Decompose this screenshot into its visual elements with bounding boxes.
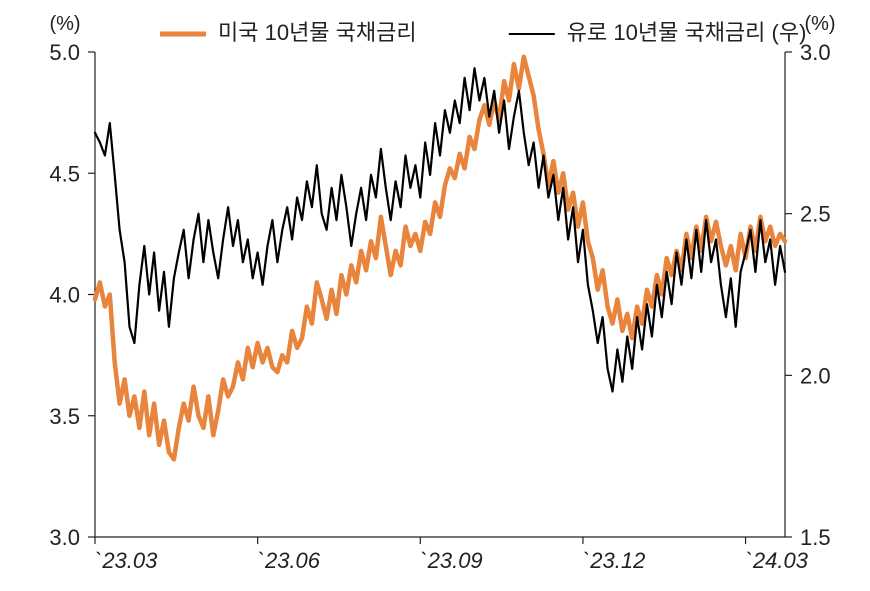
y-right-tick-label: 2.5 [800, 202, 831, 227]
legend-label: 유로 10년물 국채금리 (우) [567, 20, 807, 45]
bond-yield-chart: 3.03.54.04.55.01.52.02.53.0`23.03`23.06`… [0, 0, 870, 591]
y-left-tick-label: 5.0 [49, 40, 80, 65]
legend-label: 미국 10년물 국채금리 [218, 20, 417, 45]
legend-swatch [509, 33, 555, 35]
x-tick-label: `23.06 [258, 548, 321, 573]
x-tick-label: `23.03 [95, 548, 158, 573]
y-right-tick-label: 2.0 [800, 363, 831, 388]
y-left-tick-label: 3.5 [49, 404, 80, 429]
x-tick-label: `23.09 [420, 548, 482, 573]
chart-svg: 3.03.54.04.55.01.52.02.53.0`23.03`23.06`… [0, 0, 870, 591]
left-unit-label: (%) [49, 13, 80, 35]
x-tick-label: `23.12 [583, 548, 645, 573]
x-tick-label: `24.03 [746, 548, 809, 573]
legend-swatch [160, 32, 206, 37]
y-left-tick-label: 4.5 [49, 161, 80, 186]
right-unit-label: (%) [804, 13, 835, 35]
y-right-tick-label: 1.5 [800, 525, 831, 550]
y-left-tick-label: 3.0 [49, 525, 80, 550]
y-left-tick-label: 4.0 [49, 283, 80, 308]
